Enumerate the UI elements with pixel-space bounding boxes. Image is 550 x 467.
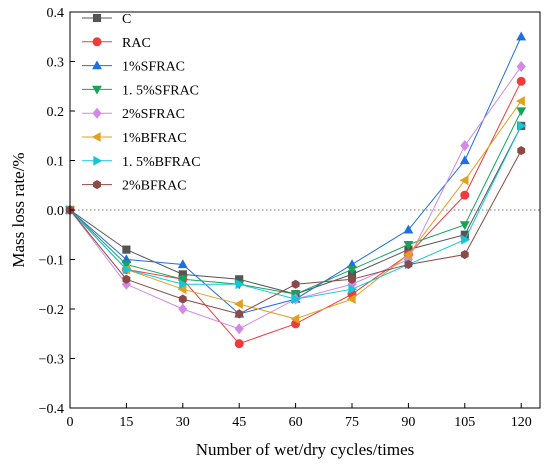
data-point-2-sfrac bbox=[234, 323, 244, 335]
data-point-1-sfrac bbox=[403, 224, 414, 234]
x-tick-label: 75 bbox=[345, 415, 359, 430]
legend-label-1-bfrac: 1%BFRAC bbox=[122, 131, 187, 146]
data-point-1-bfrac bbox=[233, 299, 243, 309]
legend-swatch-marker bbox=[92, 60, 102, 70]
legend-label-2-bfrac: 2%BFRAC bbox=[122, 179, 187, 194]
data-point-2-sfrac bbox=[516, 60, 526, 72]
legend-entry-1-bfrac: 1%BFRAC bbox=[82, 131, 187, 146]
x-tick-label: 15 bbox=[119, 415, 133, 430]
legend-entry-rac: RAC bbox=[82, 36, 151, 51]
legend-label-c: C bbox=[122, 12, 131, 27]
legend: C RAC 1%SFRAC 1. 5%SFRAC 2%SFRAC 1%BFRAC 1. 5%… bbox=[82, 12, 201, 194]
data-point-rac bbox=[234, 339, 244, 349]
x-tick-label: 30 bbox=[176, 415, 190, 430]
data-point-1-5-bfrac bbox=[122, 264, 132, 275]
data-point-2-sfrac bbox=[121, 278, 131, 290]
y-axis-title: Mass loss rate/% bbox=[9, 152, 28, 267]
x-tick-label: 105 bbox=[454, 415, 475, 430]
data-point-2-bfrac bbox=[178, 294, 187, 304]
x-tick-label: 120 bbox=[511, 415, 532, 430]
tick-layer: 0 15 30 45 60 75 90 105 120 −0.4 −0.3 −0.2 −0.1 0.0 0.… bbox=[39, 6, 532, 430]
data-point-1-5-bfrac bbox=[179, 279, 189, 290]
legend-swatch-marker bbox=[93, 180, 101, 190]
data-point-1-5-bfrac bbox=[235, 279, 245, 290]
x-tick-label: 0 bbox=[67, 415, 74, 430]
data-point-1-bfrac bbox=[459, 175, 469, 186]
legend-label-1-sfrac: 1%SFRAC bbox=[122, 60, 185, 75]
legend-entry-1-5-bfrac: 1. 5%BFRAC bbox=[82, 155, 201, 170]
legend-entry-c: C bbox=[82, 12, 131, 27]
data-point-2-bfrac bbox=[460, 250, 469, 260]
data-point-1-sfrac bbox=[177, 259, 188, 269]
data-point-2-bfrac bbox=[235, 309, 244, 319]
y-tick-label: 0.3 bbox=[47, 56, 65, 71]
data-point-2-sfrac bbox=[178, 303, 188, 315]
series-1-5-bfrac bbox=[66, 120, 527, 305]
data-point-1-5-sfrac bbox=[516, 107, 527, 117]
y-tick-label: 0.4 bbox=[47, 6, 65, 21]
data-point-1-5-bfrac bbox=[291, 294, 301, 305]
x-tick-label: 60 bbox=[289, 415, 303, 430]
legend-label-2-sfrac: 2%SFRAC bbox=[122, 107, 185, 122]
legend-entry-1-sfrac: 1%SFRAC bbox=[82, 60, 185, 75]
x-tick-label: 90 bbox=[401, 415, 415, 430]
y-tick-label: 0.2 bbox=[47, 105, 65, 120]
legend-swatch-marker bbox=[92, 107, 102, 119]
legend-swatch-marker bbox=[92, 13, 102, 23]
legend-swatch-marker bbox=[93, 155, 103, 166]
y-tick-label: 0.1 bbox=[47, 155, 65, 170]
data-point-1-5-bfrac bbox=[348, 284, 358, 295]
data-point-2-bfrac bbox=[348, 274, 356, 284]
data-point-1-5-sfrac bbox=[403, 240, 414, 250]
data-point-2-bfrac bbox=[404, 259, 413, 269]
data-point-1-bfrac bbox=[515, 96, 525, 107]
legend-entry-2-sfrac: 2%SFRAC bbox=[82, 107, 185, 122]
legend-label-rac: RAC bbox=[122, 36, 151, 51]
data-point-1-5-bfrac bbox=[461, 234, 471, 245]
legend-swatch-marker bbox=[91, 132, 101, 142]
legend-swatch-marker bbox=[92, 85, 102, 95]
y-tick-label: 0.0 bbox=[47, 204, 65, 219]
data-point-2-bfrac bbox=[122, 274, 131, 284]
data-point-1-5-sfrac bbox=[347, 265, 357, 275]
data-point-1-sfrac bbox=[516, 31, 527, 41]
legend-swatch-marker bbox=[92, 37, 102, 47]
data-point-rac bbox=[516, 76, 526, 86]
data-point-1-5-bfrac bbox=[517, 120, 527, 131]
legend-label-1-5-bfrac: 1. 5%BFRAC bbox=[122, 155, 201, 170]
x-tick-label: 45 bbox=[232, 415, 246, 430]
series-2-bfrac bbox=[66, 146, 526, 319]
y-tick-label: −0.1 bbox=[39, 254, 64, 269]
y-tick-label: −0.4 bbox=[39, 402, 64, 417]
data-point-1-sfrac bbox=[459, 155, 470, 165]
data-point-1-5-sfrac bbox=[459, 221, 470, 231]
data-point-2-bfrac bbox=[517, 146, 526, 156]
data-point-2-bfrac bbox=[291, 279, 300, 289]
legend-entry-1-5-sfrac: 1. 5%SFRAC bbox=[82, 83, 199, 98]
data-point-1-5-sfrac bbox=[177, 275, 188, 285]
data-point-1-bfrac bbox=[346, 294, 356, 305]
y-tick-label: −0.2 bbox=[39, 303, 64, 318]
data-point-rac bbox=[460, 190, 470, 200]
series-1-bfrac bbox=[64, 96, 525, 324]
data-point-1-5-sfrac bbox=[121, 260, 132, 270]
legend-entry-2-bfrac: 2%BFRAC bbox=[82, 179, 187, 194]
data-point-c bbox=[122, 245, 131, 254]
y-tick-label: −0.3 bbox=[39, 353, 64, 368]
series-layer bbox=[64, 31, 527, 349]
data-point-1-bfrac bbox=[290, 313, 300, 324]
legend-label-1-5-sfrac: 1. 5%SFRAC bbox=[122, 83, 199, 98]
data-point-2-sfrac bbox=[460, 140, 470, 152]
x-axis-title: Number of wet/dry cycles/times bbox=[196, 440, 415, 459]
data-point-1-bfrac bbox=[403, 249, 413, 260]
